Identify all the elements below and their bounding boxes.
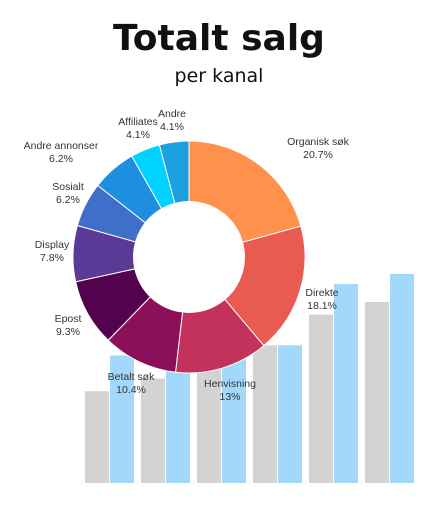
background-bar-blue-1 xyxy=(110,355,134,483)
slice-label-name-7: Sosialt xyxy=(52,181,84,193)
slice-labels: Organisk søk20.7%Direkte18.1%Henvisning1… xyxy=(24,108,350,403)
background-bar-blue-5 xyxy=(334,284,358,483)
slice-label-name-4: Betalt søk xyxy=(108,371,155,383)
slice-label-value-4: 10.4% xyxy=(116,384,146,396)
slice-label-name-5: Epost xyxy=(55,313,82,325)
slice-label-name-2: Direkte xyxy=(305,287,338,299)
background-bar-gray-5 xyxy=(309,314,333,483)
slice-label-name-6: Display xyxy=(35,239,70,251)
slice-label-value-7: 6.2% xyxy=(56,194,80,206)
chart-subtitle: per kanal xyxy=(175,65,264,87)
slice-label-value-3: 13% xyxy=(219,391,240,403)
background-bar-blue-4 xyxy=(278,345,302,483)
slice-label-value-8: 6.2% xyxy=(49,153,73,165)
slice-label-name-1: Organisk søk xyxy=(287,136,350,148)
slice-label-name-8: Andre annonser xyxy=(24,140,99,152)
background-bars xyxy=(85,273,414,483)
slice-label-value-1: 20.7% xyxy=(303,149,333,161)
slice-label-value-6: 7.8% xyxy=(40,252,64,264)
chart-title: Totalt salg xyxy=(113,18,325,59)
background-bar-gray-1 xyxy=(85,391,109,483)
slice-label-name-10: Andre xyxy=(158,108,186,120)
slice-label-value-10: 4.1% xyxy=(160,121,184,133)
background-bar-gray-6 xyxy=(365,301,389,483)
donut-hole xyxy=(133,201,245,313)
slice-label-value-2: 18.1% xyxy=(307,300,337,312)
slice-label-value-5: 9.3% xyxy=(56,326,80,338)
background-bar-gray-3 xyxy=(197,365,221,483)
background-bar-gray-2 xyxy=(141,378,165,483)
slice-label-value-9: 4.1% xyxy=(126,129,150,141)
background-bar-blue-6 xyxy=(390,273,414,483)
slice-label-name-3: Henvisning xyxy=(204,378,256,390)
background-bar-blue-3 xyxy=(222,345,246,483)
slice-label-name-9: Affiliates xyxy=(118,116,158,128)
background-bar-gray-4 xyxy=(253,345,277,483)
